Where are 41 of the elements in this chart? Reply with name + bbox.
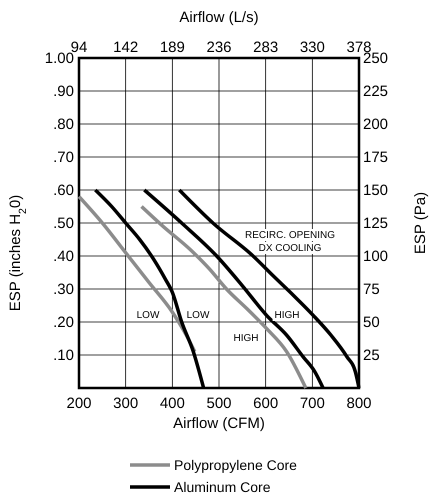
x2-tick-label: 236 [206,39,232,56]
y-tick-label: .50 [53,215,74,232]
x-tick-label: 400 [160,395,185,412]
x-tick-label: 700 [300,395,325,412]
y2-tick-label: 150 [363,182,388,199]
y-tick-label: .90 [53,83,74,100]
x2-axis-title: Airflow (L/s) [179,9,259,26]
x2-tick-label: 330 [300,39,325,56]
annotation: RECIRC. OPENING [244,230,336,241]
x2-tick-label: 189 [160,39,185,56]
y-tick-label: .70 [53,149,74,166]
annotation: DX COOLING [258,243,322,254]
y2-axis-title: ESP (Pa) [412,192,429,254]
y2-tick-label: 25 [363,347,380,364]
annotation: LOW [186,310,210,321]
x-tick-label: 500 [206,395,232,412]
legend-label: Aluminum Core [174,479,271,495]
y2-tick-label: 200 [363,116,388,133]
y-tick-label: .80 [53,116,74,133]
annotation: HIGH [234,333,258,344]
x-tick-label: 600 [253,395,278,412]
annotation: LOW [136,310,160,321]
y-tick-label: .20 [53,314,74,331]
x2-tick-label: 283 [253,39,278,56]
y2-tick-label: 75 [363,281,380,298]
y-tick-label: .40 [53,248,74,265]
x-axis-title: Airflow (CFM) [173,415,265,432]
x-tick-label: 200 [66,395,92,412]
x-tick-label: 800 [346,395,372,412]
y2-tick-label: 100 [363,248,388,265]
y-tick-label: .30 [53,281,74,298]
y2-tick-label: 175 [363,149,388,166]
y-tick-label: .10 [53,347,74,364]
legend-label: Polypropylene Core [174,457,298,473]
x2-tick-label: 142 [113,39,138,56]
y2-tick-label: 125 [363,215,388,232]
annotation: HIGH [274,310,300,321]
y2-tick-label: 50 [363,314,380,331]
y2-tick-label: 225 [363,83,388,100]
y-tick-label: .60 [53,182,74,199]
x-tick-label: 300 [113,395,138,412]
